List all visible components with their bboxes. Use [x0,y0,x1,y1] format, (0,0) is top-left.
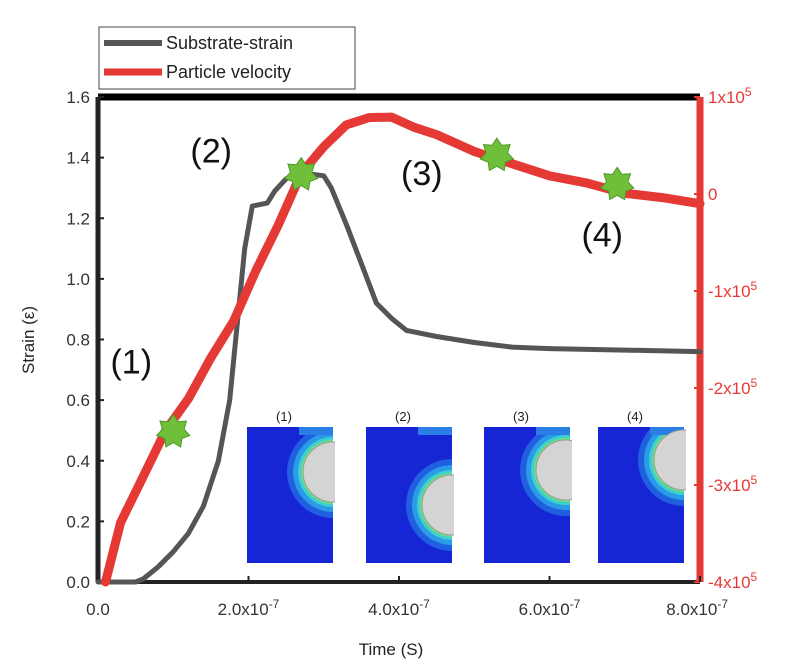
y2-tick-label: -4x105 [708,570,758,592]
legend: Substrate-strain Particle velocity [98,26,356,90]
x-axis-label: Time (S) [359,640,424,659]
inset-panel-4: (4) [598,409,686,563]
inset-panel-3: (3) [484,409,572,563]
phase-star-marker [155,413,191,448]
y2-tick-label-mantissa: 0 [708,185,717,204]
y2-tick-label-mantissa: -1x10 [708,282,751,301]
x-tick-label-mantissa: 6.0x10 [519,600,570,619]
series-line-particle-velocity [101,112,705,587]
left-axis-ticks: 0.0 0.2 0.4 0.6 0.8 1.0 1.2 1.4 1.6 [66,88,104,592]
y2-tick-label: 0 [708,185,717,204]
y2-tick-label-exponent: 5 [751,376,758,390]
x-tick-label-mantissa: 4.0x10 [368,600,419,619]
phase-label: (3) [401,155,443,193]
x-tick-label-exponent: -7 [570,597,581,611]
inset-label: (4) [627,409,643,424]
y2-tick-label: 1x105 [708,85,752,107]
inset-label: (3) [513,409,529,424]
y2-tick-label: -2x105 [708,376,758,398]
x-tick-label: 6.0x10-7 [519,597,581,619]
simulation-insets: (1) (2) (3) (4) [247,409,686,563]
y2-tick-label-exponent: 5 [751,473,758,487]
x-tick-label-mantissa: 8.0x10 [666,600,717,619]
y2-tick-label: -3x105 [708,473,758,495]
x-tick-label: 0.0 [86,600,110,619]
y2-tick-label-exponent: 5 [751,570,758,584]
y2-tick-label: -1x105 [708,279,758,301]
y-tick-label: 1.2 [66,209,90,228]
y-tick-label: 1.6 [66,88,90,107]
x-tick-label-mantissa: 2.0x10 [218,600,269,619]
y-tick-label: 0.6 [66,391,90,410]
inset-particle [302,441,335,503]
y-tick-label: 1.4 [66,149,90,168]
x-tick-label-exponent: -7 [269,597,280,611]
y-tick-label: 0.0 [66,573,90,592]
legend-box [98,26,356,90]
phase-star-marker [283,156,319,191]
inset-panel-1: (1) [247,409,335,563]
y2-tick-label-mantissa: -4x10 [708,573,751,592]
y-tick-label: 1.0 [66,270,90,289]
y2-tick-label-exponent: 5 [751,279,758,293]
legend-label-substrate-strain: Substrate-strain [166,33,293,53]
phase-label: (2) [190,133,232,171]
x-tick-label-exponent: -7 [717,597,728,611]
y-axis-label: Strain (ε) [19,306,38,374]
x-tick-label: 8.0x10-7 [666,597,728,619]
y2-tick-label-exponent: 5 [745,85,752,99]
legend-label-particle-velocity: Particle velocity [166,62,291,82]
inset-particle [421,474,454,536]
phase-star-marker [599,166,635,201]
inset-particle [653,429,686,491]
y2-tick-label-mantissa: -2x10 [708,379,751,398]
x-tick-label-mantissa: 0.0 [86,600,110,619]
y-tick-label: 0.8 [66,331,90,350]
bottom-axis-ticks: 0.0 2.0x10-7 4.0x10-7 6.0x10-7 8.0x10-7 [86,576,728,619]
phase-label: (1) [110,344,152,382]
inset-panel-2: (2) [366,409,454,563]
y-tick-label: 0.4 [66,452,90,471]
x-tick-label: 4.0x10-7 [368,597,430,619]
x-tick-label-exponent: -7 [419,597,430,611]
inset-label: (1) [276,409,292,424]
x-tick-label: 2.0x10-7 [218,597,280,619]
inset-particle [535,439,572,501]
y-tick-label: 0.2 [66,512,90,531]
inset-label: (2) [395,409,411,424]
markers-layer: (1) (2) (3) (4) [110,133,635,448]
phase-star-marker [479,137,515,172]
y2-tick-label-mantissa: 1x10 [708,88,745,107]
phase-label: (4) [581,216,623,254]
y2-tick-label-mantissa: -3x10 [708,476,751,495]
